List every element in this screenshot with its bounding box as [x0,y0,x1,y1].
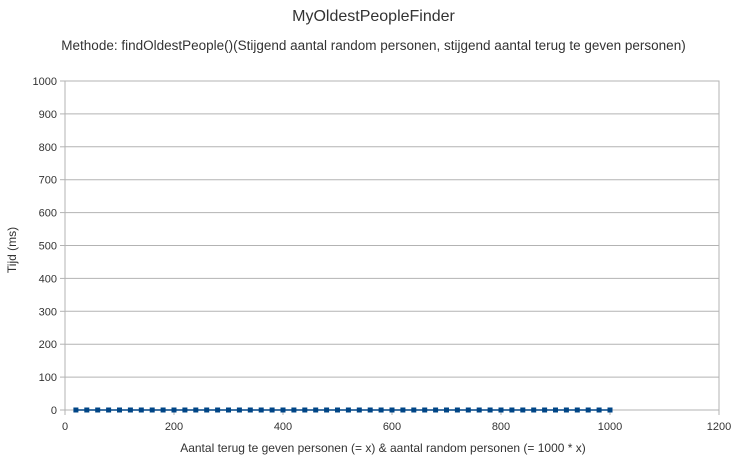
data-point [520,407,526,413]
x-axis-label: Aantal terug te geven personen (= x) & a… [180,441,586,455]
gridlines [60,80,719,411]
y-axis-label: Tijd (ms) [5,227,19,273]
data-point [84,407,90,413]
x-tick-label: 200 [165,421,183,433]
chart-subtitle: Methode: findOldestPeople()(Stijgend aan… [61,38,686,53]
data-point [411,407,417,413]
data-point [138,407,144,413]
data-point [149,407,155,413]
data-point [531,407,537,413]
data-point [574,407,580,413]
data-point [247,407,253,413]
data-point [585,407,591,413]
data-point [563,407,569,413]
data-point [335,407,340,413]
data-point [607,407,613,413]
data-point [444,407,449,413]
data-point [117,407,122,413]
data-point [465,407,471,413]
data-point [476,407,482,413]
data-point [182,407,188,413]
y-tick-label: 600 [39,208,57,220]
y-tick-label: 0 [51,405,57,417]
data-point [422,407,428,413]
data-point [487,407,493,413]
data-point [280,407,286,413]
x-tick-label: 600 [383,421,401,433]
data-point [291,407,297,413]
x-axis-ticks: 0 200 400 600 800 1000 1200 [62,410,731,433]
y-axis-ticks: 0 100 200 300 400 500 600 700 800 900 1000 [33,76,57,417]
y-tick-label: 700 [39,175,57,187]
x-tick-label: 800 [492,421,510,433]
data-point [356,407,362,413]
data-point [95,407,101,413]
data-point [596,407,602,413]
y-tick-label: 400 [39,273,57,285]
data-point [389,407,395,413]
y-tick-label: 100 [39,372,57,384]
data-point [553,407,558,413]
y-tick-label: 1000 [33,76,57,88]
data-point [509,407,515,413]
x-tick-label: 1000 [598,421,622,433]
data-point [367,407,373,413]
data-point [236,407,242,413]
y-tick-label: 900 [39,109,57,121]
data-point [258,407,264,413]
data-point [498,407,504,413]
data-point [433,407,439,413]
data-point [204,407,210,413]
data-point [160,407,166,413]
data-series [73,407,613,413]
data-point [73,407,79,413]
data-point [127,407,133,413]
data-point [378,407,384,413]
data-point [302,407,308,413]
data-point [193,407,199,413]
data-point [313,407,319,413]
data-point [226,407,231,413]
x-tick-label: 400 [274,421,292,433]
chart-title: MyOldestPeopleFinder [292,8,455,25]
x-tick-label: 0 [62,421,68,433]
data-point [269,407,275,413]
data-point [106,407,112,413]
y-tick-label: 300 [39,306,57,318]
data-point [171,407,177,413]
data-point [345,407,351,413]
x-tick-label: 1200 [707,421,731,433]
data-point [454,407,460,413]
y-tick-label: 500 [39,241,57,253]
data-point [215,407,221,413]
data-point [400,407,406,413]
data-point [542,407,548,413]
y-tick-label: 800 [39,142,57,154]
y-tick-label: 200 [39,339,57,351]
data-point [324,407,330,413]
